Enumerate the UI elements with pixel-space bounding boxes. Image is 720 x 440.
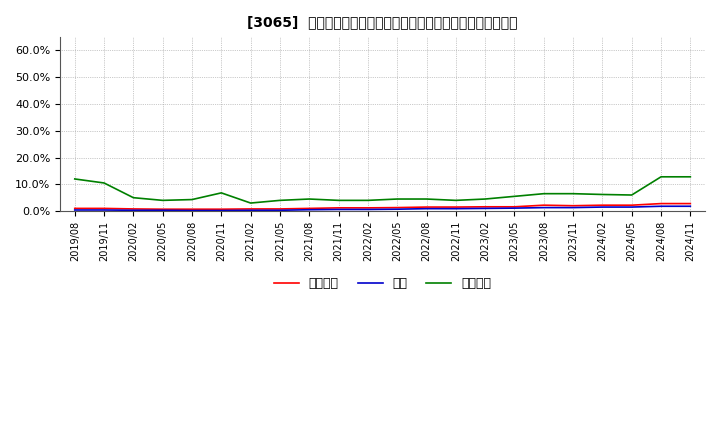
売上債権 [305,206,314,211]
買入債務 [627,192,636,198]
在庫 [334,207,343,212]
買入債務 [305,196,314,202]
売上債権 [129,206,138,212]
買入債務 [686,174,695,180]
Title: [3065]  売上債権、在庫、買入債務の総資産に対する比率の推移: [3065] 売上債権、在庫、買入債務の総資産に対する比率の推移 [247,15,518,29]
売上債権 [627,202,636,208]
在庫 [422,206,431,211]
在庫 [364,207,372,212]
買入債務 [451,198,460,203]
在庫 [217,208,225,213]
買入債務 [334,198,343,203]
売上債権 [481,204,490,209]
売上債権 [510,204,519,209]
Line: 売上債権: 売上債権 [75,204,690,209]
買入債務 [188,197,197,202]
売上債権 [100,206,109,211]
在庫 [100,207,109,213]
Line: 在庫: 在庫 [75,206,690,210]
売上債権 [71,206,79,211]
買入債務 [569,191,577,196]
売上債権 [217,206,225,212]
在庫 [158,208,167,213]
売上債権 [598,202,607,208]
在庫 [305,207,314,213]
売上債権 [569,203,577,209]
売上債権 [422,205,431,210]
売上債権 [334,205,343,210]
在庫 [657,204,665,209]
売上債権 [393,205,402,210]
買入債務 [481,196,490,202]
Legend: 売上債権, 在庫, 買入債務: 売上債権, 在庫, 買入債務 [269,272,496,295]
買入債務 [422,196,431,202]
在庫 [246,208,255,213]
売上債権 [158,206,167,212]
在庫 [481,206,490,211]
買入債務 [71,176,79,182]
買入債務 [158,198,167,203]
買入債務 [598,192,607,197]
売上債権 [188,206,197,212]
在庫 [539,205,548,210]
買入債務 [393,196,402,202]
在庫 [451,206,460,211]
在庫 [598,205,607,210]
売上債権 [364,205,372,210]
在庫 [569,205,577,210]
買入債務 [217,190,225,195]
在庫 [393,206,402,212]
在庫 [686,204,695,209]
売上債権 [686,201,695,206]
在庫 [129,208,138,213]
在庫 [510,205,519,211]
売上債権 [657,201,665,206]
買入債務 [657,174,665,180]
売上債権 [539,202,548,208]
売上債権 [276,206,284,212]
在庫 [276,208,284,213]
買入債務 [364,198,372,203]
売上債権 [246,206,255,212]
買入債務 [129,195,138,200]
買入債務 [539,191,548,196]
買入債務 [246,200,255,205]
Line: 買入債務: 買入債務 [75,177,690,203]
買入債務 [100,180,109,186]
買入債務 [276,198,284,203]
在庫 [188,208,197,213]
買入債務 [510,194,519,199]
在庫 [627,205,636,210]
売上債権 [451,205,460,210]
在庫 [71,207,79,213]
